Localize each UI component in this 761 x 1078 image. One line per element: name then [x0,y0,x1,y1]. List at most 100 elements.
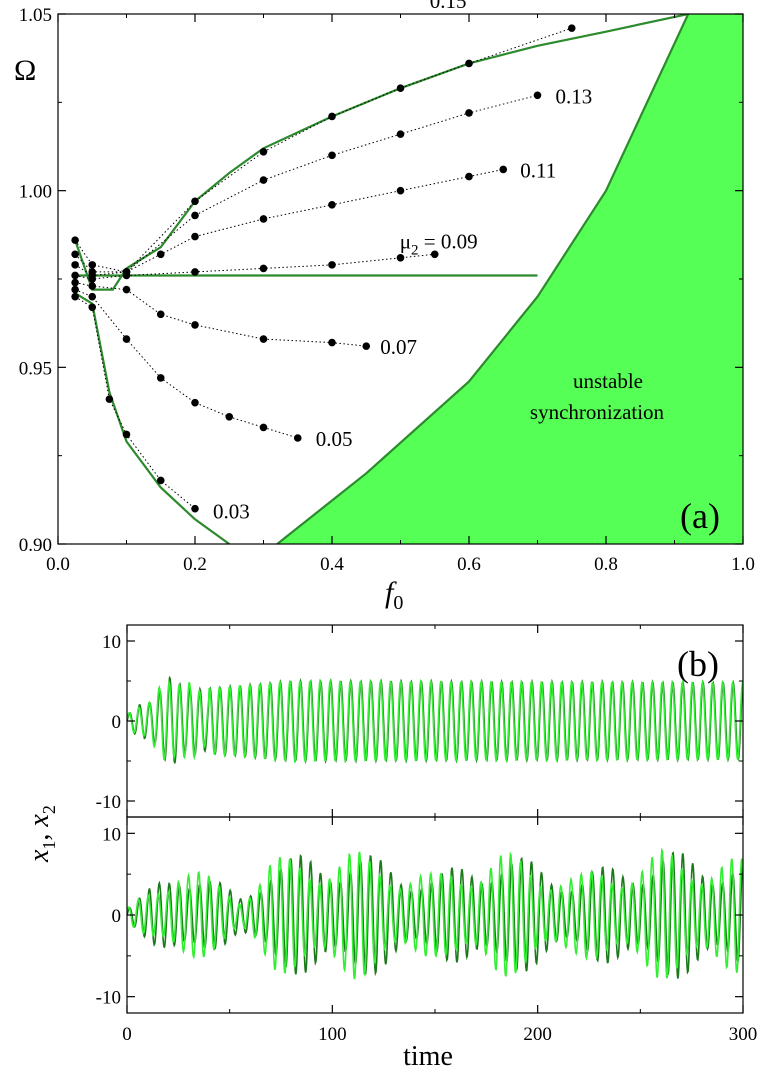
a-x-tick-label: 0.6 [457,554,481,575]
panel-a-label: (a) [680,496,720,536]
series-4-point [71,278,79,287]
series-5-point [88,292,97,301]
series-4-point [328,338,336,347]
series-5-point [293,434,302,442]
a-x-tick-label: 0.0 [46,554,70,575]
series-5-point [191,398,199,407]
series-0-point [396,84,405,92]
a-y-tick-label: 0.95 [19,358,52,379]
series-line-2 [74,168,504,276]
series-line-6 [74,296,196,510]
series-2-point [71,261,79,269]
a-y-tick-label: 0.90 [19,535,52,556]
series-0-point [191,197,199,206]
series-4-point [122,285,131,294]
series-0-point [88,261,97,269]
series-1-point [259,176,268,184]
series-3-point [396,253,405,262]
panel-a-xlabel-sub: 0 [393,592,403,614]
panel-a: 0.0 0.2 0.4 0.6 0.8 1.0 0.90 0.95 1.00 1.05 0.15 0… [14,0,755,614]
panel-b-label: (b) [677,644,719,684]
panel-a-xlabel: f0 [385,576,403,614]
series-line-0 [74,27,572,273]
series-label-0: 0.15 [430,0,467,13]
b-x-tick-label: 200 [523,1024,552,1045]
series-4-point [191,321,199,329]
series-6-point [88,303,97,312]
series-label-4: 0.07 [380,335,417,359]
series-label-1: 0.13 [556,84,593,108]
b-y-tick-label: -10 [96,988,121,1009]
panel-b-ylabel: x1, x2 [24,805,59,863]
series-5-point [259,423,268,432]
series-0-point [71,236,79,244]
series-0-point [567,24,576,32]
series-5-point [71,285,79,294]
series-6-point [122,430,131,439]
panel-b-xlabel: time [403,1041,453,1072]
series-label-2: 0.11 [520,158,556,182]
series-3-point [259,264,268,273]
unstable-region [277,14,743,544]
upper-boundary [74,14,689,291]
region-label-line2: synchronization [530,400,665,424]
region-label-line1: unstable [573,369,643,393]
series-6-point [156,476,165,485]
series-3-point [191,268,199,276]
series-label-5: 0.05 [316,427,353,451]
series-line-4 [75,282,367,347]
instability-boundary [276,14,690,544]
series-6-point [71,292,79,301]
lower-boundary [74,292,230,544]
series-4-point [362,342,371,350]
series-0-point [465,59,473,68]
b-y-tick-label: 10 [102,632,121,653]
x2-trace-lower [127,847,743,980]
series-3-point [122,271,131,280]
series-0-point [259,148,268,156]
series-label-3: μ2 = 0.09 [400,229,478,258]
series-2-point [465,172,473,181]
panel-a-ylabel: Ω [14,54,36,87]
series-3-point [328,261,336,269]
series-2-point [328,201,336,209]
series-1-point [396,130,405,138]
series-1-point [191,211,199,220]
b-x-tick-label: 100 [318,1024,347,1045]
series-2-point [396,186,405,195]
b-y-tick-label: 10 [102,824,121,845]
a-x-tick-label: 0.4 [320,554,344,575]
series-6-point [105,395,114,403]
series-2-point [499,165,508,174]
series-6-point [191,504,199,513]
series-5-point [225,413,234,421]
series-1-point [71,250,79,259]
series-3-point [71,271,79,280]
a-x-tick-label: 0.8 [594,554,618,575]
series-1-point [465,109,473,117]
series-3-point [430,250,439,259]
series-1-point [328,151,336,160]
series-2-point [191,232,199,241]
series-4-point [88,282,97,290]
series-2-point [156,250,165,259]
series-line-5 [74,289,298,439]
panel-b-ylabel-sub1: 1 [39,841,59,850]
series-4-point [259,335,268,343]
a-y-tick-label: 1.05 [19,5,52,26]
a-y-tick-label: 1.00 [19,182,52,203]
series-5-point [156,374,165,382]
panel-b-ylabel-sub2: 2 [39,805,59,814]
x1-trace-lower [127,851,743,979]
b-x-tick-label: 0 [122,1024,132,1045]
series-2-point [259,215,268,223]
series-0-point [328,112,336,121]
b-x-tick-label: 300 [729,1024,758,1045]
x2-trace-upper [127,678,743,764]
series-5-point [122,335,131,343]
series-3-point [88,275,97,283]
b-y-tick-label: 0 [112,906,122,927]
series-label-6: 0.03 [213,500,250,524]
